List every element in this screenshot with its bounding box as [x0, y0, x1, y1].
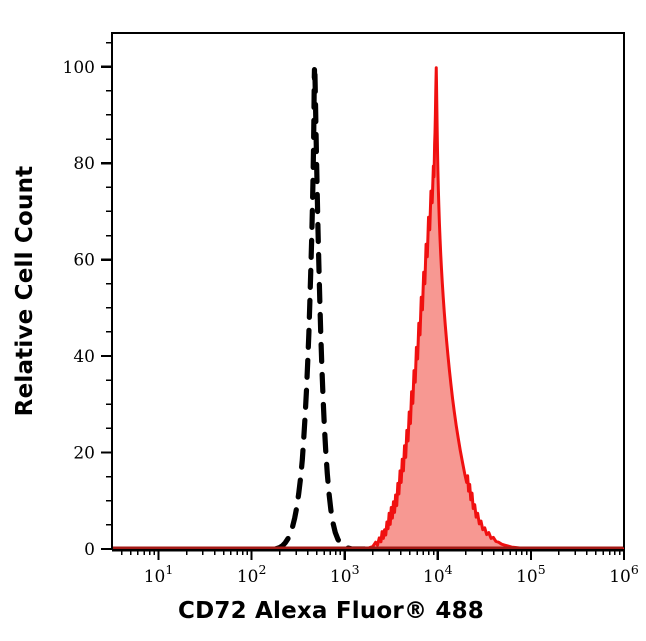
y-tick-label: 100 — [63, 58, 95, 78]
x-axis-title: CD72 Alexa Fluor® 488 — [178, 598, 484, 624]
y-axis-title: Relative Cell Count — [12, 166, 38, 417]
series-isotype-control-line — [272, 67, 372, 550]
x-tick-label: 102 — [237, 562, 267, 587]
series-cd72-stained — [359, 66, 624, 550]
y-tick-label: 60 — [73, 251, 95, 271]
x-tick-label: 105 — [516, 562, 546, 587]
x-tick-label: 103 — [330, 562, 360, 587]
plot-border — [111, 32, 625, 549]
y-tick-label: 0 — [84, 540, 95, 560]
series-cd72-stained-fill — [361, 67, 624, 549]
x-axis-tick-labels: 101 102 103 104 105 106 — [144, 562, 639, 587]
y-tick-label: 40 — [73, 347, 95, 367]
x-tick-label: 104 — [423, 562, 453, 587]
data-series-layer — [272, 66, 624, 550]
y-axis-ticks — [101, 41, 112, 551]
baseline-layer — [112, 546, 624, 552]
series-cd72-stained-line — [359, 66, 624, 550]
y-axis-tick-labels: 0 20 40 60 80 100 — [63, 58, 95, 560]
x-tick-label: 106 — [609, 562, 639, 587]
y-tick-label: 80 — [73, 154, 95, 174]
series-isotype-control — [272, 67, 372, 550]
y-tick-label: 20 — [73, 444, 95, 464]
x-tick-label: 101 — [144, 562, 174, 587]
